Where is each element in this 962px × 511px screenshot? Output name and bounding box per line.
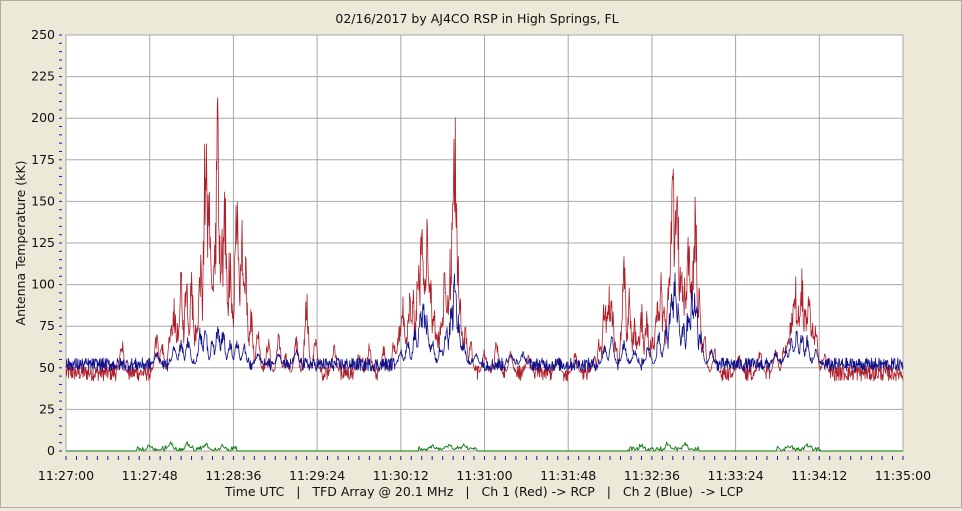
series-lines: [65, 97, 904, 452]
x-tick-label: 11:27:48: [122, 468, 178, 483]
series-line-1: [65, 97, 904, 382]
x-tick-label: 11:32:36: [624, 468, 680, 483]
series-line-3: [66, 441, 903, 452]
y-tick-label: 150: [31, 193, 55, 208]
x-tick-label: 11:33:24: [708, 468, 764, 483]
x-tick-label: 11:29:24: [289, 468, 345, 483]
x-tick-label: 11:34:12: [791, 468, 847, 483]
y-tick-label: 50: [39, 360, 55, 375]
y-tick-label: 200: [31, 110, 55, 125]
x-tick-label: 11:28:36: [205, 468, 261, 483]
x-axis-label: Time UTC | TFD Array @ 20.1 MHz | Ch 1 (…: [224, 484, 743, 499]
series-line-2: [65, 272, 904, 372]
x-axis: 11:27:00 11:27:48 11:28:36 11:29:24 11:30:12…: [38, 468, 931, 483]
y-axis-label: Antenna Temperature (kK): [13, 161, 28, 326]
x-tick-label: 11:31:48: [540, 468, 596, 483]
x-tick-label: 11:30:12: [373, 468, 429, 483]
y-minor-ticks: [59, 34, 904, 460]
y-tick-label: 125: [31, 235, 55, 250]
x-tick-label: 11:31:00: [456, 468, 512, 483]
chart-title: 02/16/2017 by AJ4CO RSP in High Springs,…: [335, 11, 618, 26]
x-tick-label: 11:35:00: [875, 468, 931, 483]
x-tick-label: 11:27:00: [38, 468, 94, 483]
y-tick-label: 250: [31, 27, 55, 42]
y-tick-label: 100: [31, 277, 55, 292]
y-tick-label: 0: [47, 443, 55, 458]
y-tick-label: 175: [31, 152, 55, 167]
y-axis: 0 25 50 75 100 125 150 175 200 225 250: [31, 27, 55, 458]
y-tick-label: 25: [39, 401, 55, 416]
y-tick-label: 225: [31, 69, 55, 84]
y-tick-label: 75: [39, 318, 55, 333]
